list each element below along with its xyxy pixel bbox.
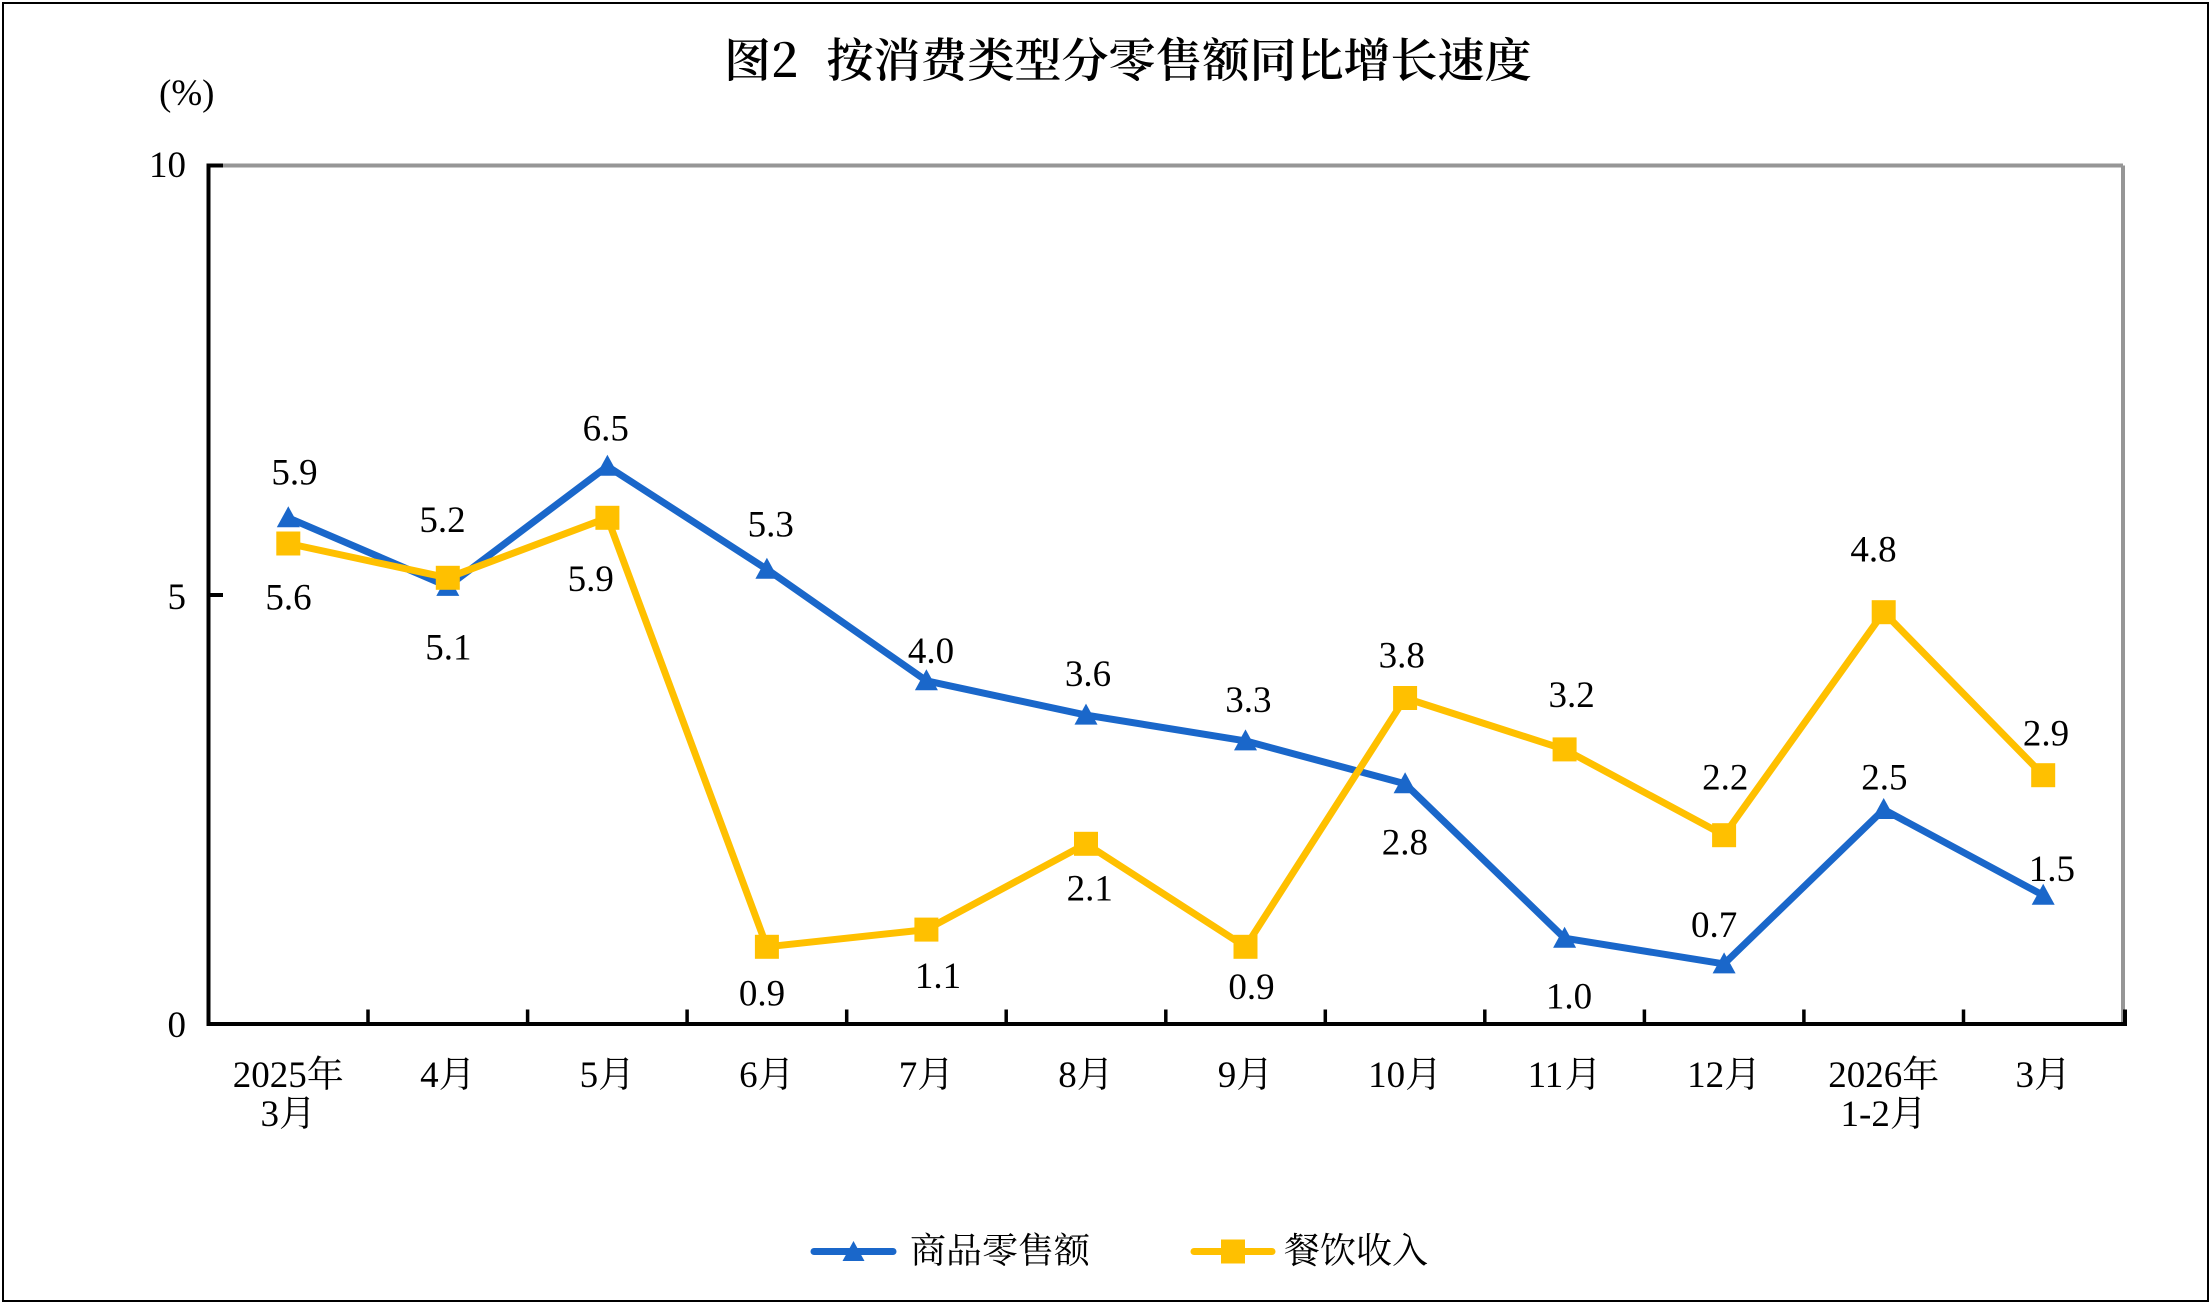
svg-text:2.9: 2.9 <box>2023 714 2069 755</box>
svg-text:4.0: 4.0 <box>908 631 954 672</box>
svg-text:6: 6 <box>739 1055 758 1096</box>
svg-text:2.5: 2.5 <box>1861 758 1907 799</box>
svg-text:5.9: 5.9 <box>271 453 317 494</box>
svg-text:5.2: 5.2 <box>419 500 465 541</box>
svg-text:1.0: 1.0 <box>1546 977 1592 1018</box>
svg-text:2.2: 2.2 <box>1702 757 1748 798</box>
svg-text:10: 10 <box>1368 1055 1405 1096</box>
svg-text:(%): (%) <box>159 73 214 114</box>
svg-text:5.1: 5.1 <box>425 628 471 669</box>
svg-text:1.5: 1.5 <box>2029 849 2075 890</box>
svg-text:6.5: 6.5 <box>583 409 629 450</box>
svg-text:4: 4 <box>420 1055 439 1096</box>
svg-text:5.3: 5.3 <box>748 504 794 545</box>
svg-text:7: 7 <box>899 1055 918 1096</box>
svg-text:3: 3 <box>261 1094 280 1135</box>
svg-text:1-2: 1-2 <box>1841 1094 1890 1135</box>
svg-text:2.8: 2.8 <box>1382 823 1428 864</box>
svg-text:5: 5 <box>168 577 187 618</box>
svg-text:4.8: 4.8 <box>1850 530 1896 571</box>
svg-text:3.6: 3.6 <box>1065 654 1111 695</box>
svg-text:3.8: 3.8 <box>1379 636 1425 677</box>
svg-text:5.9: 5.9 <box>568 559 614 600</box>
svg-text:3.2: 3.2 <box>1548 675 1594 716</box>
svg-text:2.1: 2.1 <box>1067 869 1113 910</box>
svg-text:2026: 2026 <box>1828 1055 1902 1096</box>
svg-text:5: 5 <box>580 1055 599 1096</box>
svg-text:11: 11 <box>1528 1055 1564 1096</box>
svg-text:12: 12 <box>1687 1055 1724 1096</box>
svg-text:3: 3 <box>2016 1055 2035 1096</box>
svg-text:8: 8 <box>1058 1055 1077 1096</box>
svg-text:3.3: 3.3 <box>1225 680 1271 721</box>
svg-text:5.6: 5.6 <box>265 578 311 619</box>
svg-text:0.9: 0.9 <box>1228 967 1274 1008</box>
svg-text:1.1: 1.1 <box>915 956 961 997</box>
svg-text:10: 10 <box>149 145 186 186</box>
svg-text:2025: 2025 <box>233 1055 307 1096</box>
svg-text:9: 9 <box>1218 1055 1237 1096</box>
svg-text:0.7: 0.7 <box>1691 905 1737 946</box>
svg-text:0: 0 <box>168 1005 187 1046</box>
svg-text:0.9: 0.9 <box>739 974 785 1015</box>
